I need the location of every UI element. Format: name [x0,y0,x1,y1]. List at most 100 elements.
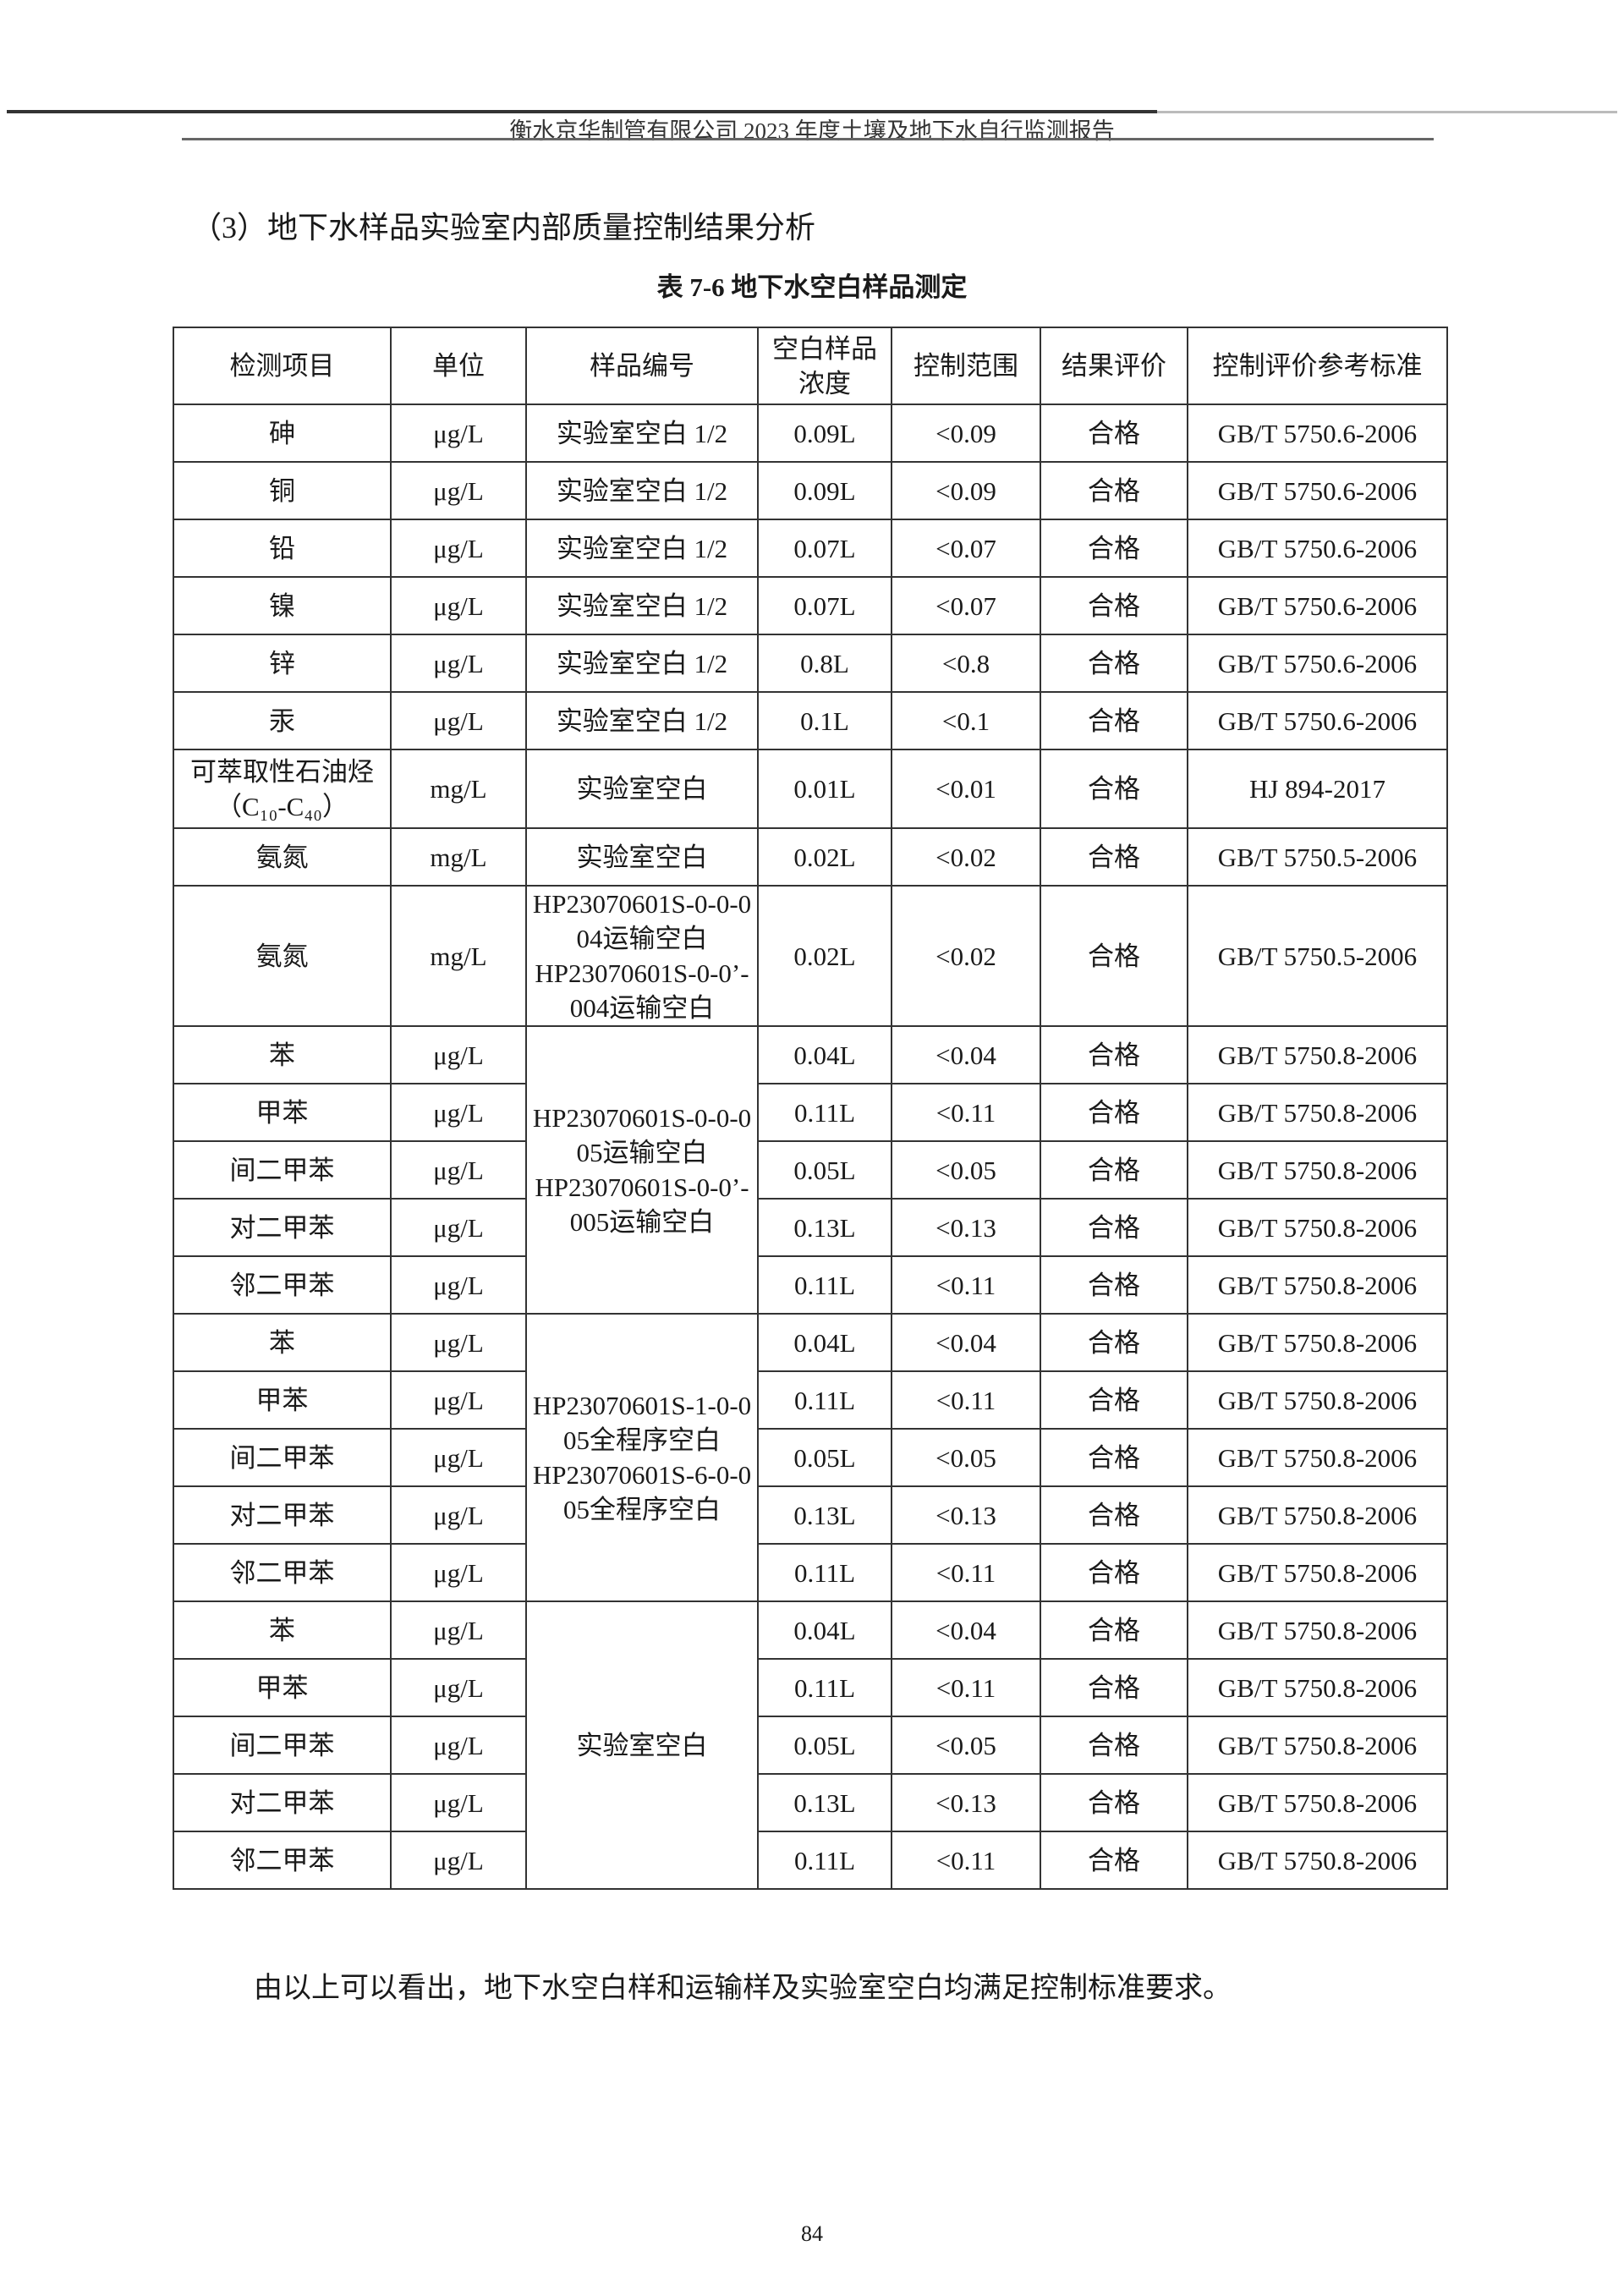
table-row: 甲苯 μg/L 0.11L <0.11 合格 GB/T 5750.8-2006 [173,1370,1448,1430]
table-row: 砷 μg/L 实验室空白 1/2 0.09L <0.09 合格 GB/T 5750.6-20… [173,404,1448,463]
cell-conc: 0.04L [757,1313,892,1372]
table-row: 氨氮 mg/L 实验室空白 0.02L <0.02 合格 GB/T 5750.5-2006 [173,827,1448,887]
cell-unit: mg/L [390,749,527,829]
cell-unit: μg/L [390,691,527,750]
cell-conc: 0.02L [757,885,892,1027]
page-number: 84 [801,2221,823,2246]
table-header-row: 检测项目 单位 样品编号 空白样品浓度 控制范围 结果评价 控制评价参考标准 [173,327,1448,405]
cell-sample: 实验室空白 1/2 [525,461,759,520]
table-row: 锌 μg/L 实验室空白 1/2 0.8L <0.8 合格 GB/T 5750.6-2006 [173,634,1448,693]
cell-result: 合格 [1040,1428,1188,1487]
table-row: 对二甲苯 μg/L 0.13L <0.13 合格 GB/T 5750.8-2006 [173,1198,1448,1257]
table-row: 铅 μg/L 实验室空白 1/2 0.07L <0.07 合格 GB/T 5750.6-20… [173,519,1448,578]
cell-sample: 实验室空白 [525,1600,759,1890]
cell-result: 合格 [1040,1600,1188,1660]
cell-standard: GB/T 5750.8-2006 [1187,1198,1448,1257]
cell-standard: GB/T 5750.8-2006 [1187,1255,1448,1315]
column-header: 控制评价参考标准 [1187,327,1448,405]
cell-range: <0.04 [891,1025,1041,1084]
cell-result: 合格 [1040,1025,1188,1084]
cell-conc: 0.07L [757,576,892,635]
cell-result: 合格 [1040,1773,1188,1832]
cell-conc: 0.09L [757,461,892,520]
cell-range: <0.11 [891,1370,1041,1430]
cell-conc: 0.13L [757,1198,892,1257]
cell-conc: 0.01L [757,749,892,829]
cell-standard: GB/T 5750.6-2006 [1187,691,1448,750]
cell-item: 邻二甲苯 [173,1831,392,1890]
cell-item: 对二甲苯 [173,1198,392,1257]
cell-conc: 0.13L [757,1773,892,1832]
column-header: 结果评价 [1040,327,1188,405]
cell-unit: μg/L [390,519,527,578]
cell-standard: GB/T 5750.6-2006 [1187,461,1448,520]
cell-item: 邻二甲苯 [173,1543,392,1602]
cell-unit: mg/L [390,827,527,887]
cell-item: 甲苯 [173,1370,392,1430]
cell-conc: 0.05L [757,1140,892,1200]
cell-item: 甲苯 [173,1658,392,1717]
cell-range: <0.09 [891,404,1041,463]
cell-range: <0.02 [891,827,1041,887]
table-row: 邻二甲苯 μg/L 0.11L <0.11 合格 GB/T 5750.8-2006 [173,1543,1448,1602]
cell-result: 合格 [1040,634,1188,693]
cell-range: <0.04 [891,1600,1041,1660]
cell-unit: μg/L [390,1198,527,1257]
cell-result: 合格 [1040,1313,1188,1372]
cell-sample: HP23070601S-0-0-004运输空白 HP23070601S-0-0’… [525,885,759,1027]
cell-unit: μg/L [390,1658,527,1717]
cell-conc: 0.11L [757,1370,892,1430]
cell-range: <0.8 [891,634,1041,693]
header-rule-top [7,110,1157,113]
cell-unit: μg/L [390,1716,527,1775]
cell-result: 合格 [1040,1198,1188,1257]
cell-standard: GB/T 5750.8-2006 [1187,1025,1448,1084]
cell-standard: GB/T 5750.5-2006 [1187,827,1448,887]
table-row: 对二甲苯 μg/L 0.13L <0.13 合格 GB/T 5750.8-2006 [173,1485,1448,1545]
cell-sample: 实验室空白 [525,827,759,887]
cell-unit: μg/L [390,1485,527,1545]
cell-unit: μg/L [390,1428,527,1487]
cell-result: 合格 [1040,1485,1188,1545]
header-rule-bottom [182,138,1434,140]
cell-standard: GB/T 5750.6-2006 [1187,634,1448,693]
cell-result: 合格 [1040,404,1188,463]
cell-item: 砷 [173,404,392,463]
cell-conc: 0.13L [757,1485,892,1545]
column-header: 检测项目 [173,327,392,405]
column-header: 单位 [390,327,527,405]
cell-unit: μg/L [390,1313,527,1372]
cell-standard: GB/T 5750.8-2006 [1187,1083,1448,1142]
cell-unit: μg/L [390,1600,527,1660]
cell-result: 合格 [1040,691,1188,750]
table-row: 甲苯 μg/L 0.11L <0.11 合格 GB/T 5750.8-2006 [173,1083,1448,1142]
cell-range: <0.01 [891,749,1041,829]
cell-unit: μg/L [390,1831,527,1890]
cell-range: <0.04 [891,1313,1041,1372]
cell-range: <0.09 [891,461,1041,520]
cell-item: 甲苯 [173,1083,392,1142]
cell-conc: 0.11L [757,1831,892,1890]
cell-conc: 0.05L [757,1428,892,1487]
cell-conc: 0.02L [757,827,892,887]
cell-conc: 0.09L [757,404,892,463]
cell-range: <0.07 [891,519,1041,578]
cell-conc: 0.11L [757,1658,892,1717]
cell-result: 合格 [1040,1716,1188,1775]
cell-unit: μg/L [390,461,527,520]
cell-standard: GB/T 5750.8-2006 [1187,1140,1448,1200]
cell-standard: GB/T 5750.8-2006 [1187,1831,1448,1890]
cell-range: <0.11 [891,1658,1041,1717]
section-heading: （3）地下水样品实验室内部质量控制结果分析 [191,211,816,244]
cell-item: 间二甲苯 [173,1428,392,1487]
cell-result: 合格 [1040,827,1188,887]
cell-conc: 0.11L [757,1255,892,1315]
column-header: 空白样品浓度 [757,327,892,405]
table-row: 铜 μg/L 实验室空白 1/2 0.09L <0.09 合格 GB/T 5750.6-20… [173,461,1448,520]
table-row: 镍 μg/L 实验室空白 1/2 0.07L <0.07 合格 GB/T 5750.6-20… [173,576,1448,635]
table-row: 间二甲苯 μg/L 0.05L <0.05 合格 GB/T 5750.8-2006 [173,1428,1448,1487]
cell-item: 对二甲苯 [173,1485,392,1545]
cell-unit: μg/L [390,1025,527,1084]
cell-standard: GB/T 5750.6-2006 [1187,404,1448,463]
table-row: 汞 μg/L 实验室空白 1/2 0.1L <0.1 合格 GB/T 5750.6-2006 [173,691,1448,750]
